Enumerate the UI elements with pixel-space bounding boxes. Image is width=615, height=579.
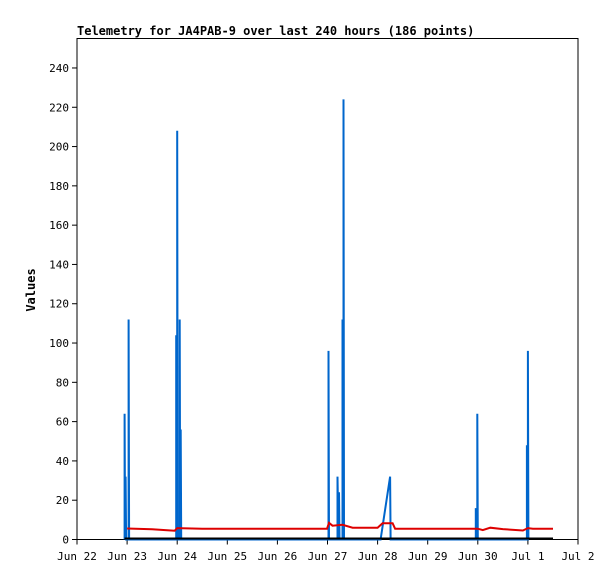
- y-axis-ticks: 0 20 40 60 80 100 120 140 160 180 200 220 240: [49, 62, 77, 547]
- x-tick-label: Jul 1: [511, 550, 544, 563]
- x-tick-label: Jun 30: [458, 550, 498, 563]
- y-tick-label: 160: [49, 219, 69, 232]
- x-tick-label: Jun 27: [308, 550, 348, 563]
- y-tick-label: 80: [56, 376, 69, 389]
- y-tick-label: 120: [49, 298, 69, 311]
- y-tick-label: 220: [49, 101, 69, 114]
- x-tick-label: Jun 25: [207, 550, 247, 563]
- y-tick-label: 180: [49, 180, 69, 193]
- x-tick-label: Jun 26: [258, 550, 298, 563]
- x-tick-label: Jun 29: [408, 550, 448, 563]
- series-line-2: [127, 521, 553, 532]
- x-tick-label: Jun 22: [57, 550, 97, 563]
- chart-title: Telemetry for JA4PAB-9 over last 240 hou…: [77, 24, 474, 38]
- x-axis-ticks: Jun 22 Jun 23 Jun 24 Jun 25 Jun 26 Jun 27 Jun …: [57, 539, 595, 563]
- y-tick-label: 100: [49, 337, 69, 350]
- y-tick-label: 200: [49, 141, 69, 154]
- y-tick-label: 40: [56, 455, 69, 468]
- x-tick-label: Jun 24: [157, 550, 197, 563]
- y-tick-label: 140: [49, 258, 69, 271]
- y-tick-label: 0: [62, 534, 69, 547]
- y-axis-label: Values: [24, 268, 38, 311]
- y-tick-label: 240: [49, 62, 69, 75]
- y-tick-label: 20: [56, 494, 69, 507]
- series-line-1: [123, 99, 530, 541]
- x-tick-label: Jul 2: [561, 550, 594, 563]
- y-tick-label: 60: [56, 416, 69, 429]
- x-tick-label: Jun 23: [107, 550, 147, 563]
- x-tick-label: Jun 28: [358, 550, 398, 563]
- series-layer: [123, 99, 553, 541]
